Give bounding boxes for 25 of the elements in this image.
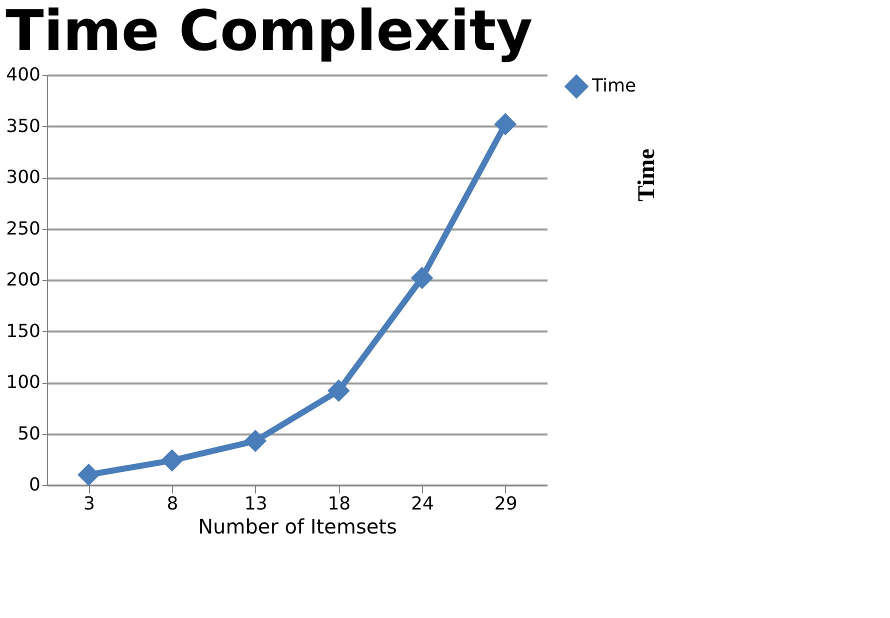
- x-tick-label: 13: [244, 494, 268, 514]
- point: [244, 430, 267, 452]
- x-tick-label: 8: [166, 494, 178, 514]
- y-tick-label: 50: [18, 423, 40, 444]
- point: [160, 449, 184, 472]
- y-tick-label: 250: [6, 218, 40, 240]
- y-tick-label: 400: [6, 64, 40, 86]
- x-axis-title: Number of Itemsets: [198, 514, 397, 538]
- y-tick-label: 300: [6, 167, 40, 188]
- point: [327, 380, 350, 402]
- point: [494, 113, 517, 136]
- x-tick-label: 29: [494, 494, 518, 514]
- legend-label: Time: [591, 76, 636, 96]
- y-tick-label: 100: [6, 372, 40, 393]
- chart-title: Time Complexity: [6, 0, 533, 64]
- y-tick-label: 0: [29, 474, 40, 496]
- y-axis-title: Time: [634, 148, 660, 202]
- x-tick-label: 18: [328, 494, 351, 514]
- x-tick-label: 24: [411, 494, 434, 514]
- y-tick-label: 200: [6, 270, 40, 290]
- point: [77, 464, 100, 486]
- point: [410, 266, 434, 290]
- y-tick-label: 150: [6, 320, 40, 342]
- x-tick-label: 3: [83, 494, 95, 514]
- y-tick-label: 350: [6, 116, 40, 137]
